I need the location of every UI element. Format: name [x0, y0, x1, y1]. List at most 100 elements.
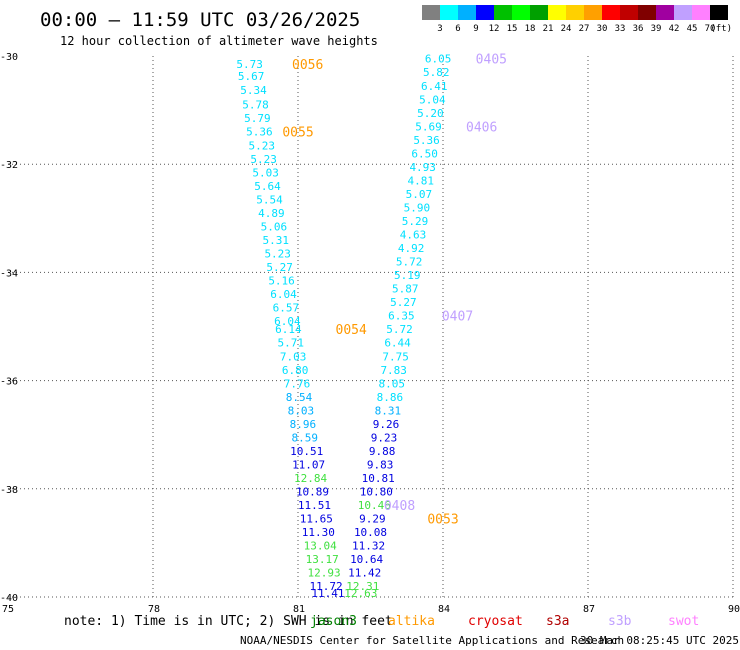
- wave-height-label: 9.83: [367, 458, 394, 471]
- color-scale-label: 24: [561, 24, 572, 34]
- wave-height-label: 8.31: [375, 404, 402, 417]
- color-scale-unit: (ft): [710, 24, 732, 34]
- color-swatch: [584, 5, 602, 20]
- color-scale-label: 36: [633, 24, 644, 34]
- x-tick-label: 87: [583, 604, 595, 615]
- wave-height-label: 10.64: [350, 553, 383, 566]
- wave-height-label: 7.75: [382, 350, 409, 363]
- wave-height-label: 6.44: [384, 337, 411, 350]
- wave-height-label: 9.29: [359, 513, 386, 526]
- wave-height-label: 5.06: [261, 220, 288, 233]
- satellite-legend-s3b: s3b: [608, 614, 632, 629]
- wave-height-label: 6.50: [411, 147, 438, 160]
- wave-height-label: 5.36: [413, 134, 440, 147]
- wave-height-label: 12.84: [294, 472, 327, 485]
- color-swatch: [638, 5, 656, 20]
- map-grid: [8, 56, 734, 598]
- wave-height-label: 5.90: [404, 201, 431, 214]
- wave-height-label: 5.72: [386, 323, 413, 336]
- wave-height-label: 8.54: [286, 391, 313, 404]
- color-scale-label: 15: [507, 24, 518, 34]
- wave-height-label: 10.81: [362, 472, 395, 485]
- wave-height-label: 5.82: [423, 66, 450, 79]
- wave-height-label: 5.36: [246, 126, 273, 139]
- wave-height-label: 5.73: [236, 58, 263, 71]
- color-scale-label: 45: [687, 24, 698, 34]
- wave-height-label: 6.05: [425, 53, 452, 66]
- color-swatch: [620, 5, 638, 20]
- wave-height-label: 4.92: [398, 242, 425, 255]
- color-swatch: [422, 5, 440, 20]
- pass-time-label: 0053: [427, 513, 458, 528]
- pass-time-label: 0406: [466, 120, 497, 135]
- wave-height-label: 5.19: [394, 269, 421, 282]
- wave-height-label: 4.89: [258, 207, 285, 220]
- color-scale-label: 18: [525, 24, 536, 34]
- wave-height-label: 5.03: [252, 166, 279, 179]
- wave-height-label: 13.04: [304, 540, 337, 553]
- wave-height-label: 9.88: [369, 445, 396, 458]
- wave-height-label: 8.03: [288, 404, 315, 417]
- axis-ticks: 75 78 81 84 87 90 -30 -32 -34 -36 -38 -40: [0, 52, 740, 615]
- pass-time-label: 0408: [384, 499, 415, 514]
- wave-height-label: 5.16: [268, 275, 295, 288]
- wave-height-label: 10.08: [354, 526, 387, 539]
- wave-height-label: 12.63: [344, 587, 377, 600]
- wave-height-label: 5.79: [244, 112, 271, 125]
- y-tick-label: -30: [0, 52, 18, 63]
- pass-time-label: 0405: [476, 53, 507, 68]
- color-swatch: [458, 5, 476, 20]
- wave-height-label: 5.71: [278, 337, 305, 350]
- satellite-legend-cryosat: cryosat: [468, 614, 523, 629]
- color-scale-label: 12: [489, 24, 500, 34]
- color-swatch: [602, 5, 620, 20]
- wave-height-label: 5.23: [264, 247, 291, 260]
- color-scale-label: 3: [437, 24, 442, 34]
- wave-height-label: 7.03: [280, 350, 307, 363]
- color-scale-label: 33: [615, 24, 626, 34]
- y-tick-label: -34: [0, 268, 18, 279]
- generated-timestamp: 30 Mar 08:25:45 UTC 2025: [580, 634, 739, 647]
- wave-height-label: 5.27: [390, 296, 417, 309]
- wave-height-label: 11.65: [300, 513, 333, 526]
- wave-height-label: 5.20: [417, 107, 444, 120]
- x-tick-label: 81: [293, 604, 305, 615]
- satellite-legend: jason3 altika cryosat s3a s3b swot: [310, 614, 699, 629]
- wave-height-label: 5.23: [249, 139, 276, 152]
- wave-height-label: 5.23: [250, 153, 277, 166]
- wave-height-label: 5.27: [266, 261, 293, 274]
- pass-time-label: 0056: [292, 58, 323, 73]
- wave-height-label: 6.04: [270, 288, 297, 301]
- x-tick-label: 84: [438, 604, 450, 615]
- color-swatch: [530, 5, 548, 20]
- color-scale-label: 27: [579, 24, 590, 34]
- wave-height-label: 8.96: [290, 418, 317, 431]
- wave-height-label: 5.78: [242, 99, 269, 112]
- wave-height-label: 6.35: [388, 310, 415, 323]
- data-points: 5.735.675.345.785.795.365.235.235.035.64…: [236, 53, 451, 600]
- map-title: 00:00 — 11:59 UTC 03/26/2025: [40, 9, 360, 31]
- x-tick-label: 78: [148, 604, 160, 615]
- pass-time-labels: 0056 0055 0054 0053 0405 0406 0407 0408: [282, 53, 507, 528]
- x-tick-label: 90: [728, 604, 740, 615]
- wave-height-label: 12.93: [308, 567, 341, 580]
- color-scale-label: 39: [651, 24, 662, 34]
- color-swatch: [710, 5, 728, 20]
- color-swatch: [440, 5, 458, 20]
- wave-height-label: 5.67: [238, 70, 265, 83]
- wave-height-label: 11.72: [309, 580, 342, 593]
- satellite-legend-s3a: s3a: [546, 614, 569, 629]
- wave-height-label: 10.46: [358, 499, 391, 512]
- color-swatch: [512, 5, 530, 20]
- wave-height-label: 5.29: [402, 215, 429, 228]
- satellite-legend-altika: altika: [388, 614, 435, 629]
- credit-line: NOAA/NESDIS Center for Satellite Applica…: [240, 634, 624, 647]
- color-scale-label: 21: [543, 24, 554, 34]
- color-scale-label: 30: [597, 24, 608, 34]
- wave-height-label: 10.80: [360, 486, 393, 499]
- wave-height-label: 5.34: [240, 84, 267, 97]
- satellite-legend-swot: swot: [668, 614, 699, 629]
- wave-height-label: 11.42: [348, 567, 381, 580]
- color-swatch: [674, 5, 692, 20]
